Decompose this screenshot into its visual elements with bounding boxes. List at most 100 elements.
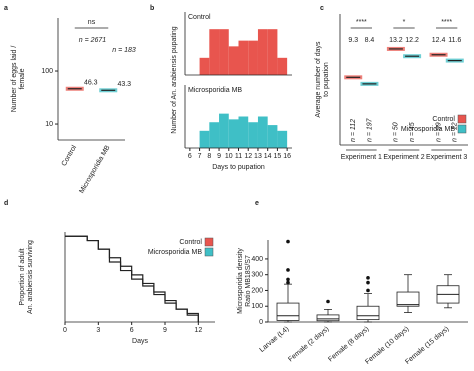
value-label: 9.3 — [348, 37, 358, 44]
x-tick-label: Microsporidia MB — [78, 144, 111, 195]
value-label: 8.4 — [365, 37, 375, 44]
x-tick-label: Control — [61, 144, 79, 167]
histogram-bar — [277, 130, 288, 148]
y-axis-label: An. arabiensis surviving — [27, 240, 34, 314]
n-label: n = 12 — [452, 122, 459, 142]
box — [316, 314, 340, 322]
x-tick-label: Experiment 1 — [341, 154, 382, 161]
x-tick-label: 11 — [235, 153, 242, 160]
panel-label: a — [4, 5, 8, 12]
y-axis-label: Number of An. arabiensis pupating — [171, 26, 178, 134]
value-label: 12.2 — [405, 37, 419, 44]
y-tick-label: 100 — [251, 303, 263, 310]
n-label: n = 99 — [435, 122, 442, 142]
n-label: n = 197 — [366, 117, 373, 142]
y-axis-label: to pupation — [323, 62, 330, 97]
legend-swatch — [457, 124, 467, 134]
y-tick-label: 10 — [45, 121, 53, 128]
histogram-bar — [228, 46, 239, 75]
histogram-bar — [238, 116, 249, 148]
histogram-bar — [257, 116, 268, 148]
histogram-bar — [238, 40, 249, 75]
histogram-bar — [248, 40, 258, 75]
x-axis-label: Days — [132, 338, 148, 345]
y-axis-label: Microsporidia density — [237, 248, 244, 314]
significance-label: **** — [441, 19, 452, 26]
y-tick-label: 400 — [251, 256, 263, 263]
flier — [366, 288, 370, 293]
legend-label: Control — [179, 239, 202, 246]
x-tick-label: 13 — [254, 153, 262, 160]
x-tick-label: 16 — [283, 153, 291, 160]
significance-label: * — [403, 19, 406, 26]
x-tick-label: 14 — [264, 153, 272, 160]
value-label: 43.3 — [117, 81, 131, 88]
x-tick-label: Experiment 2 — [383, 154, 424, 161]
legend-swatch — [457, 114, 467, 124]
histogram-bar — [209, 122, 220, 148]
y-tick-label: 100 — [41, 68, 53, 75]
panel-label: b — [150, 5, 154, 12]
box — [396, 291, 420, 307]
x-axis-label: Days to pupation — [212, 164, 265, 171]
flier — [366, 280, 370, 285]
x-tick-label: 9 — [163, 327, 167, 334]
value-label: 46.3 — [84, 80, 98, 87]
n-label: n = 50 — [393, 122, 400, 142]
histogram-bar — [199, 57, 210, 75]
histogram-bar — [257, 29, 268, 76]
histogram-bar — [228, 119, 239, 148]
x-tick-label: Female (8 days) — [327, 326, 370, 364]
x-tick-label: 3 — [96, 327, 100, 334]
series-title: Microsporidia MB — [188, 87, 242, 94]
n-label: n = 112 — [350, 119, 357, 142]
y-axis-label: Proportion of adult — [19, 248, 26, 305]
histogram-bar — [219, 29, 229, 76]
n-label: n = 2671 — [79, 37, 107, 44]
flier — [366, 276, 370, 280]
legend-swatch — [204, 247, 214, 257]
y-axis-label: Average number of days — [315, 41, 322, 118]
histogram-bar — [209, 29, 220, 76]
value-label: 12.4 — [432, 37, 446, 44]
x-tick-label: 15 — [274, 153, 282, 160]
y-axis-label: female — [19, 68, 26, 89]
y-tick-label: 300 — [251, 272, 263, 279]
n-label: n = 45 — [409, 122, 416, 142]
x-tick-label: 6 — [188, 153, 192, 160]
significance-label: **** — [356, 19, 367, 26]
value-label: 13.2 — [389, 37, 403, 44]
significance-label: ns — [88, 19, 96, 26]
histogram-bar — [219, 113, 229, 148]
x-tick-label: 8 — [207, 153, 211, 160]
y-axis-label: Ratio MB18S/S7 — [245, 255, 252, 307]
x-tick-label: 7 — [198, 153, 202, 160]
legend-label: Control — [432, 116, 455, 123]
y-tick-label: 200 — [251, 287, 263, 294]
histogram-bar — [267, 125, 278, 148]
x-tick-label: 0 — [63, 327, 67, 334]
histogram-bar — [199, 130, 210, 148]
y-axis-label: Number of eggs laid / — [11, 46, 18, 113]
legend-label: Microsporidia MB — [148, 249, 202, 256]
x-tick-label: Female (10 days) — [364, 326, 410, 366]
x-tick-label: 10 — [225, 153, 233, 160]
panel-label: e — [255, 200, 259, 207]
flier — [326, 299, 330, 304]
box — [276, 302, 300, 321]
x-tick-label: 6 — [130, 327, 134, 334]
legend-swatch — [204, 237, 214, 247]
series-title: Control — [188, 14, 211, 21]
x-tick-label: Experiment 3 — [426, 154, 467, 161]
x-tick-label: 9 — [217, 153, 221, 160]
panel-label: d — [4, 200, 8, 207]
x-tick-label: 12 — [244, 153, 252, 160]
legend-label: Microsporidia MB — [401, 126, 455, 133]
x-tick-label: Larvae (L4) — [259, 326, 291, 354]
x-tick-label: 12 — [194, 327, 202, 334]
histogram-bar — [277, 57, 288, 75]
flier — [286, 280, 290, 285]
histogram-bar — [248, 122, 258, 148]
survival-line — [65, 235, 199, 322]
x-tick-label: Female (2 days) — [287, 326, 330, 364]
